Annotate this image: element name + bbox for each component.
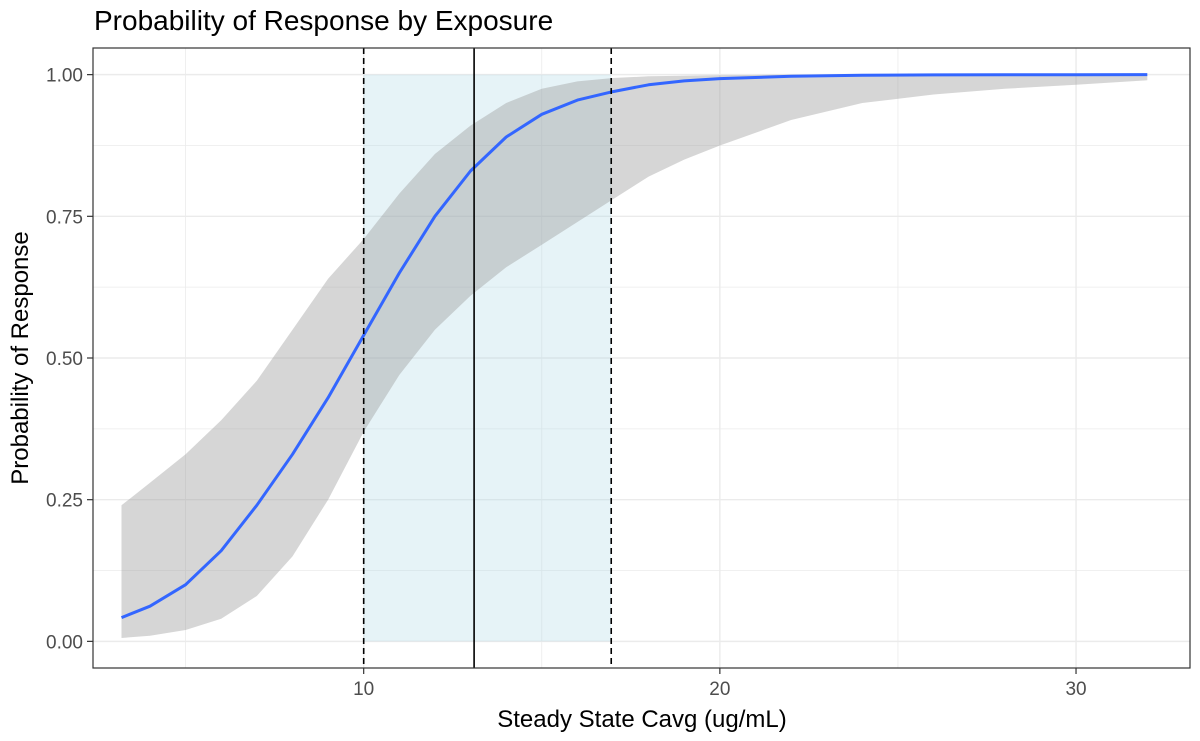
y-tick-label: 0.00 — [46, 632, 83, 653]
y-axis-title: Probability of Response — [7, 231, 34, 484]
y-tick-label: 1.00 — [46, 66, 83, 87]
target-range-shading — [363, 74, 612, 642]
x-axis-title: Steady State Cavg (ug/mL) — [497, 706, 786, 733]
x-tick-label: 10 — [353, 679, 374, 700]
x-tick-label: 30 — [1065, 679, 1086, 700]
y-tick-label: 0.75 — [46, 207, 83, 228]
x-tick-label: 20 — [709, 679, 730, 700]
y-tick-label: 0.25 — [46, 491, 83, 512]
confidence-band — [121, 74, 1148, 639]
y-tick-label: 0.50 — [46, 349, 83, 370]
fitted-probability-line — [120, 73, 1148, 619]
chart-title: Probability of Response by Exposure — [94, 5, 553, 36]
